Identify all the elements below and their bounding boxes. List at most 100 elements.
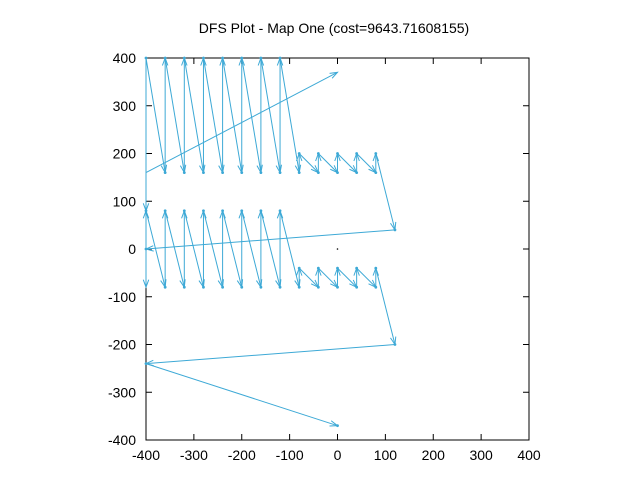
x-tick-labels: -400 -300 -200 -100 0 100 200 300 400 (132, 447, 541, 463)
x-tick-label: -400 (132, 447, 160, 463)
y-tick-label: 300 (113, 98, 137, 114)
path-segment (337, 153, 358, 173)
path-point (240, 56, 244, 60)
x-tick-label: 200 (422, 447, 446, 463)
path-point (278, 285, 282, 289)
arrow-head (142, 279, 150, 289)
axis-ticks (145, 57, 530, 441)
path-point (202, 209, 205, 213)
path-point (182, 56, 186, 60)
path-point (374, 171, 378, 175)
x-tick-label: -200 (228, 447, 256, 463)
path-segment (222, 57, 243, 173)
path-segment (279, 210, 300, 288)
path-point (336, 152, 339, 155)
path-segment (279, 57, 300, 173)
path-point (297, 266, 301, 270)
path-point (259, 285, 263, 289)
path-segment (317, 267, 338, 288)
path-point (163, 171, 167, 175)
path-point (144, 362, 148, 365)
path-point (355, 285, 359, 289)
path-segment (183, 57, 204, 173)
y-tick-label: -400 (108, 432, 136, 448)
path-point (202, 285, 205, 289)
path-point (316, 266, 320, 270)
path-point (316, 171, 320, 175)
series-path-group (142, 56, 397, 428)
arrow-head (329, 71, 339, 79)
chart-title: DFS Plot - Map One (cost=9643.71608155) (199, 20, 469, 36)
path-segment (260, 57, 281, 173)
path-point (202, 171, 205, 175)
x-tick-label: 400 (517, 447, 541, 463)
path-point (336, 171, 339, 175)
path-point (221, 209, 225, 213)
path-segment (222, 210, 243, 288)
path-segment (298, 153, 319, 173)
path-segment (145, 344, 395, 365)
path-segment (145, 229, 395, 250)
path-segment (260, 210, 281, 288)
y-tick-label: 400 (113, 50, 137, 66)
path-segment (241, 210, 262, 288)
path-point (336, 266, 339, 270)
y-tick-label: 200 (113, 146, 137, 162)
path-point (316, 285, 320, 289)
path-segment (356, 153, 377, 173)
path-segment (164, 210, 185, 288)
path-segment (202, 57, 224, 173)
y-tick-label: 100 (113, 193, 137, 209)
path-point (316, 152, 320, 155)
path-segment (183, 210, 204, 288)
y-tick-label: -100 (108, 289, 136, 305)
path-point (221, 171, 225, 175)
path-segment (145, 57, 166, 173)
path-segment (375, 153, 396, 231)
path-point (221, 56, 225, 60)
path-segment (145, 363, 338, 427)
path-point (278, 171, 282, 175)
path-point (240, 171, 244, 175)
path-point (374, 266, 378, 270)
path-point (336, 285, 339, 289)
path-point (182, 171, 186, 175)
path-point (182, 209, 186, 213)
path-point (221, 285, 225, 289)
path-point (297, 171, 301, 175)
y-tick-label: -200 (108, 337, 136, 353)
path-point (393, 343, 397, 346)
x-tick-label: -100 (276, 447, 304, 463)
path-point (163, 56, 167, 60)
path-point (259, 56, 263, 60)
path-point (393, 228, 397, 232)
path-point (374, 285, 378, 289)
path-segment (317, 153, 338, 173)
path-point (259, 209, 263, 213)
path-point (336, 424, 339, 428)
path-segment (375, 267, 396, 345)
path-point (163, 285, 167, 289)
y-tick-label: 0 (128, 241, 136, 257)
path-point (355, 266, 359, 270)
path-point (240, 209, 244, 213)
path-point (355, 171, 359, 175)
x-tick-label: -300 (180, 447, 208, 463)
path-segment (164, 57, 185, 173)
path-point (278, 209, 282, 213)
path-point (278, 56, 282, 60)
path-segment (356, 267, 377, 288)
x-tick-label: 300 (469, 447, 493, 463)
y-tick-label: -300 (108, 384, 136, 400)
path-point (163, 209, 167, 213)
path-segment (298, 267, 319, 288)
path-point (259, 171, 263, 175)
path-point (240, 285, 244, 289)
path-point (182, 285, 186, 289)
path-point (297, 152, 301, 155)
x-tick-label: 100 (374, 447, 398, 463)
path-point (202, 56, 205, 60)
path-segment (337, 267, 358, 288)
path-segment (145, 71, 338, 174)
